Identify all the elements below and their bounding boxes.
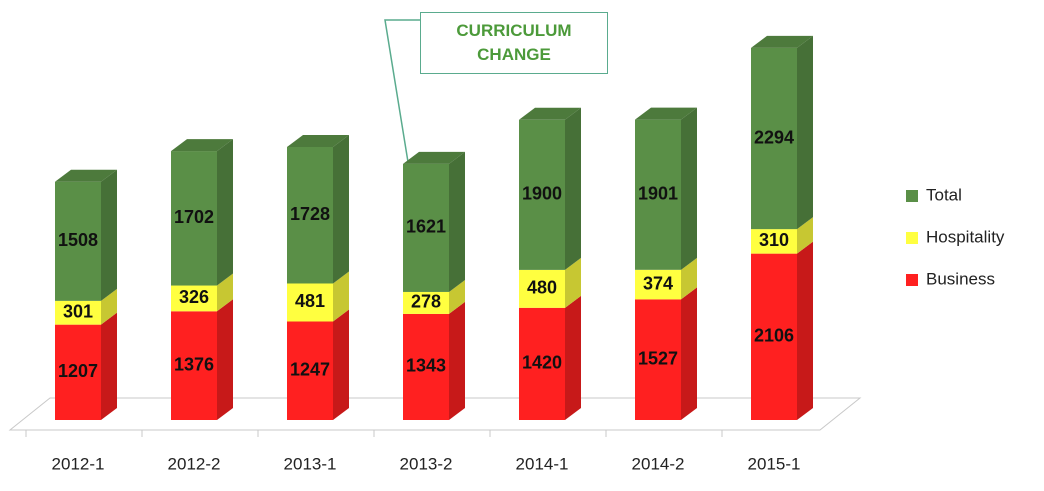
legend-swatch xyxy=(906,232,918,244)
bar-side xyxy=(217,273,233,312)
bar-side xyxy=(217,299,233,420)
data-label: 2294 xyxy=(754,127,794,147)
data-label: 310 xyxy=(759,230,789,250)
bar-side xyxy=(101,169,117,301)
bar-segment xyxy=(519,119,565,270)
bar-segment xyxy=(287,321,333,420)
bar-side xyxy=(565,257,581,308)
bar-side xyxy=(101,288,117,325)
bar-top xyxy=(403,151,465,164)
x-tick-label: 2013-2 xyxy=(400,454,453,473)
data-label: 1247 xyxy=(290,359,330,379)
bar-side xyxy=(449,301,465,420)
data-label: 480 xyxy=(527,278,557,298)
data-label: 1508 xyxy=(58,230,98,250)
bar-top xyxy=(751,35,813,48)
bar-segment xyxy=(403,163,449,292)
data-label: 1343 xyxy=(406,356,446,376)
bar-side xyxy=(333,134,349,284)
data-label: 374 xyxy=(643,273,673,293)
data-label: 1527 xyxy=(638,348,678,368)
annotation: CURRICULUM CHANGE xyxy=(420,12,608,74)
bar-segment xyxy=(287,283,333,322)
bar-side xyxy=(681,287,697,420)
data-label: 1420 xyxy=(522,353,562,373)
data-label: 1901 xyxy=(638,183,678,203)
bar-side xyxy=(797,217,813,254)
bar-segment xyxy=(751,229,797,254)
bar-side xyxy=(333,309,349,420)
data-label: 1207 xyxy=(58,361,98,381)
legend-label: Hospitality xyxy=(926,227,1005,246)
bar-side xyxy=(797,35,813,230)
data-label: 2106 xyxy=(754,326,794,346)
bar-segment xyxy=(403,291,449,314)
bar-segment xyxy=(751,47,797,230)
legend-swatch xyxy=(906,274,918,286)
legend-swatch xyxy=(906,190,918,202)
data-label: 1376 xyxy=(174,354,214,374)
bar-segment xyxy=(635,119,681,270)
bar-top xyxy=(635,107,697,120)
bar-segment xyxy=(635,299,681,420)
x-tick-label: 2012-2 xyxy=(168,454,221,473)
bar-segment xyxy=(55,300,101,325)
legend-label: Business xyxy=(926,269,995,288)
x-tick-label: 2014-2 xyxy=(632,454,685,473)
data-label: 326 xyxy=(179,287,209,307)
bar-segment xyxy=(635,269,681,300)
bar-side xyxy=(681,257,697,300)
bar-segment xyxy=(55,181,101,301)
data-label: 278 xyxy=(411,292,441,312)
bar-top xyxy=(55,169,117,182)
bar-side xyxy=(333,271,349,322)
data-label: 301 xyxy=(63,302,93,322)
bar-segment xyxy=(519,307,565,420)
x-tick-label: 2012-1 xyxy=(52,454,105,473)
bar-side xyxy=(797,241,813,420)
bar-segment xyxy=(287,146,333,284)
bar-segment xyxy=(171,151,217,286)
data-label: 1702 xyxy=(174,207,214,227)
x-tick-label: 2015-1 xyxy=(748,454,801,473)
bar-segment xyxy=(171,285,217,312)
bar-top xyxy=(519,107,581,120)
bar-side xyxy=(681,107,697,270)
bar-side xyxy=(217,139,233,286)
bar-segment xyxy=(55,324,101,420)
bar-side xyxy=(449,151,465,292)
callout-line xyxy=(384,19,420,163)
data-label: 1728 xyxy=(290,204,330,224)
bar-top xyxy=(171,139,233,152)
x-tick-label: 2013-1 xyxy=(284,454,337,473)
bar-segment xyxy=(751,253,797,420)
x-tick-label: 2014-1 xyxy=(516,454,569,473)
bar-side xyxy=(565,107,581,270)
bar-segment xyxy=(403,313,449,420)
bar-side xyxy=(449,279,465,314)
floor xyxy=(8,397,862,431)
bar-segment xyxy=(519,269,565,308)
bar-side xyxy=(101,312,117,420)
data-label: 1621 xyxy=(406,217,446,237)
data-label: 1900 xyxy=(522,184,562,204)
bar-top xyxy=(287,134,349,147)
legend-label: Total xyxy=(926,185,962,204)
data-label: 481 xyxy=(295,291,325,311)
bar-side xyxy=(565,295,581,420)
bar-segment xyxy=(171,311,217,420)
